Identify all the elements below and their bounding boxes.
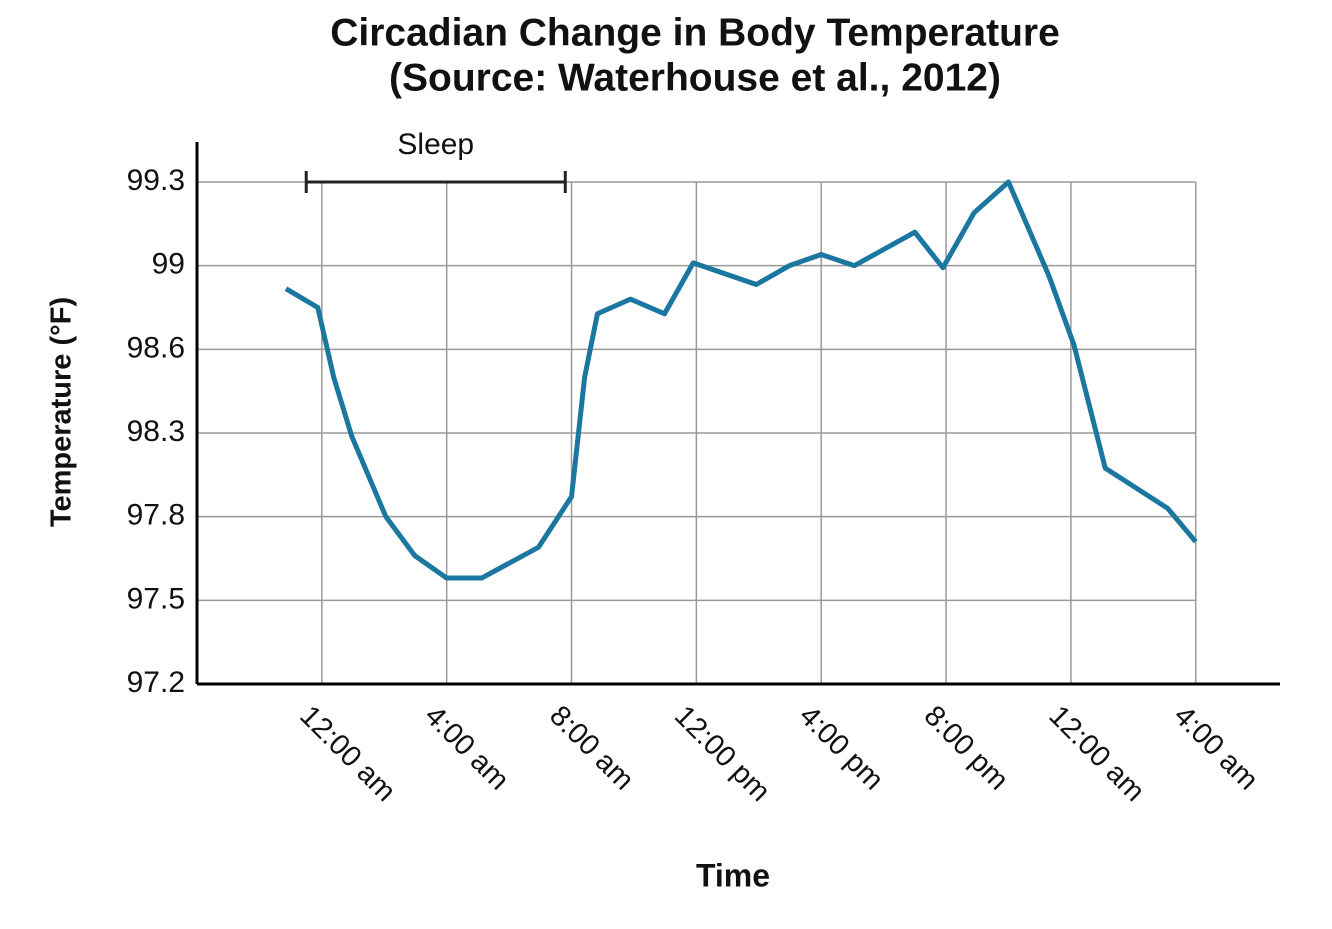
x-tick-label: 8:00 am (543, 700, 640, 797)
y-tick-label: 98.3 (127, 415, 185, 448)
y-axis-label: Temperature (°F) (46, 297, 78, 527)
x-tick-label: 12:00 am (293, 700, 401, 808)
x-tick-label: 4:00 pm (793, 700, 890, 797)
y-tick-label: 99.3 (127, 164, 185, 197)
y-tick-label: 98.6 (127, 331, 185, 364)
annotation-label: Sleep (397, 128, 474, 161)
x-tick-label: 8:00 pm (918, 700, 1015, 797)
y-tick-label: 97.2 (127, 666, 185, 699)
x-tick-label: 12:00 pm (668, 700, 776, 808)
chart-title: (Source: Waterhouse et al., 2012) (389, 56, 1001, 99)
x-tick-label: 4:00 am (418, 700, 515, 797)
y-tick-label: 97.8 (127, 499, 185, 532)
line (284, 179, 1198, 581)
y-tick-label: 97.5 (127, 582, 185, 615)
x-tick-label: 12:00 am (1043, 700, 1151, 808)
x-axis-label: Time (696, 857, 770, 893)
x-tick-label: 4:00 am (1167, 700, 1264, 797)
chart-title: Circadian Change in Body Temperature (330, 11, 1060, 54)
y-tick-label: 99 (152, 248, 185, 281)
